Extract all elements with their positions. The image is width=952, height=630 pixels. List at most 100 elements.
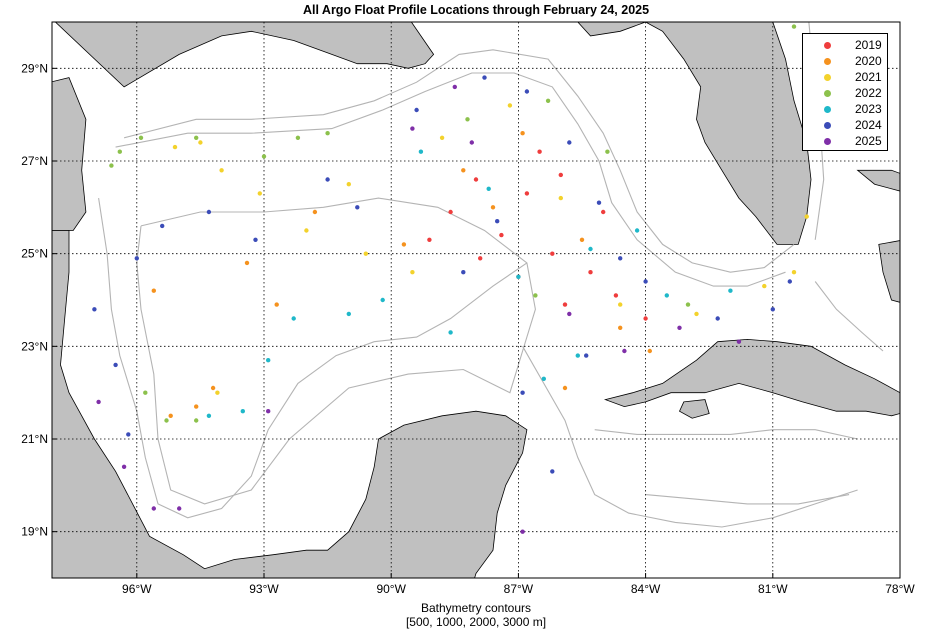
profile-point-2022 <box>465 117 470 122</box>
profile-point-2024 <box>618 256 623 261</box>
profile-point-2023 <box>206 413 212 418</box>
profile-point-2023 <box>664 293 669 298</box>
profile-point-2021 <box>618 302 623 307</box>
profile-point-2019 <box>613 293 619 298</box>
profile-point-2023 <box>291 316 296 321</box>
profile-point-2023 <box>486 186 491 191</box>
profile-point-2019 <box>588 270 593 275</box>
profile-point-2021 <box>363 251 368 256</box>
profile-point-2025 <box>520 529 525 534</box>
profile-point-2020 <box>461 168 466 173</box>
legend-label: 2022 <box>855 86 882 100</box>
profile-point-2021 <box>762 283 767 289</box>
legend-label: 2025 <box>855 134 882 148</box>
legend-marker <box>824 41 831 49</box>
legend-label: 2023 <box>855 102 882 116</box>
land-masses <box>52 22 900 578</box>
profile-point-2024 <box>414 107 419 113</box>
profile-point-2024 <box>643 279 648 284</box>
profile-point-2025 <box>410 126 415 131</box>
profile-point-2021 <box>410 270 415 275</box>
profile-point-2019 <box>601 209 606 215</box>
profile-point-2023 <box>634 228 640 233</box>
profile-point-2023 <box>588 246 593 252</box>
profile-point-2024 <box>495 219 500 224</box>
profile-point-2021 <box>346 182 351 187</box>
legend-item-2020: 2020 <box>803 53 887 69</box>
profile-point-2024 <box>787 279 792 284</box>
profile-point-2021 <box>304 228 309 233</box>
profile-point-2021 <box>507 103 513 108</box>
profile-point-2019 <box>537 149 542 154</box>
profile-point-2022 <box>533 293 538 298</box>
profile-point-2021 <box>791 270 797 275</box>
contour-1000m <box>115 72 786 287</box>
x-axis-ticks: 96°W 93°W 90°W 87°W 84°W 81°W 78°W <box>122 573 915 596</box>
profile-point-2020 <box>618 325 623 330</box>
land-cuba <box>603 338 900 417</box>
legend-marker <box>824 121 831 129</box>
profile-point-2020 <box>312 209 318 215</box>
profile-point-2021 <box>694 311 699 317</box>
profile-point-2020 <box>562 385 568 391</box>
x-axis-label-units: [500, 1000, 2000, 3000 m] <box>405 615 547 629</box>
profile-point-2025 <box>121 464 127 469</box>
profile-point-2019 <box>643 316 648 321</box>
bathymetry-contours <box>98 22 884 528</box>
contour-yucatan-channel <box>522 346 858 528</box>
y-tick-label: 23°N <box>21 339 48 353</box>
profile-point-2021 <box>804 214 809 219</box>
profile-point-2024 <box>92 307 97 312</box>
profile-point-2020 <box>490 205 496 210</box>
profile-point-2023 <box>516 274 521 279</box>
profile-point-2021 <box>219 168 224 173</box>
profile-point-2021 <box>198 140 203 145</box>
profile-point-2024 <box>715 316 720 321</box>
profile-points <box>92 24 809 534</box>
profile-point-2019 <box>473 177 479 182</box>
profile-point-2022 <box>791 24 797 29</box>
x-tick-label: 81°W <box>758 582 788 596</box>
profile-point-2023 <box>541 376 546 381</box>
profile-point-2024 <box>482 75 487 80</box>
map-title: All Argo Float Profile Locations through… <box>302 3 650 17</box>
profile-point-2020 <box>579 237 585 242</box>
plot-frame <box>51 21 901 579</box>
y-tick-label: 29°N <box>21 61 48 75</box>
profile-point-2020 <box>520 131 525 136</box>
land-bahamas-north <box>856 169 900 192</box>
legend-marker <box>824 137 831 145</box>
legend-label: 2021 <box>855 70 882 84</box>
profile-point-2024 <box>567 140 572 145</box>
profile-point-2023 <box>418 149 424 154</box>
profile-point-2022 <box>143 390 148 395</box>
profile-point-2025 <box>151 506 156 511</box>
profile-point-2025 <box>677 325 682 330</box>
profile-point-2025 <box>96 399 101 405</box>
legend: 2019 2020 2021 2022 2023 2024 2025 <box>802 33 888 151</box>
profile-point-2024 <box>550 469 555 474</box>
legend-item-2022: 2022 <box>803 85 887 101</box>
legend-item-2025: 2025 <box>803 133 887 149</box>
profile-point-2020 <box>274 302 279 307</box>
profile-point-2024 <box>584 353 589 358</box>
x-tick-label: 78°W <box>885 582 915 596</box>
profile-point-2023 <box>448 330 453 335</box>
profile-point-2020 <box>244 260 250 266</box>
legend-marker <box>824 105 831 113</box>
x-tick-label: 87°W <box>504 582 534 596</box>
profile-point-2024 <box>113 362 118 368</box>
profile-point-2024 <box>206 209 212 215</box>
y-tick-label: 19°N <box>21 525 48 539</box>
profile-point-2022 <box>295 135 301 140</box>
contour-500m <box>123 49 795 273</box>
profile-point-2025 <box>736 339 742 344</box>
profile-point-2024 <box>355 205 360 210</box>
profile-point-2023 <box>380 297 385 303</box>
profile-point-2020 <box>647 348 652 354</box>
x-tick-label: 96°W <box>122 582 152 596</box>
profile-point-2021 <box>439 135 445 140</box>
profile-point-2022 <box>194 135 199 140</box>
contour-cayman-ridge <box>645 494 850 505</box>
profile-point-2021 <box>558 195 563 201</box>
